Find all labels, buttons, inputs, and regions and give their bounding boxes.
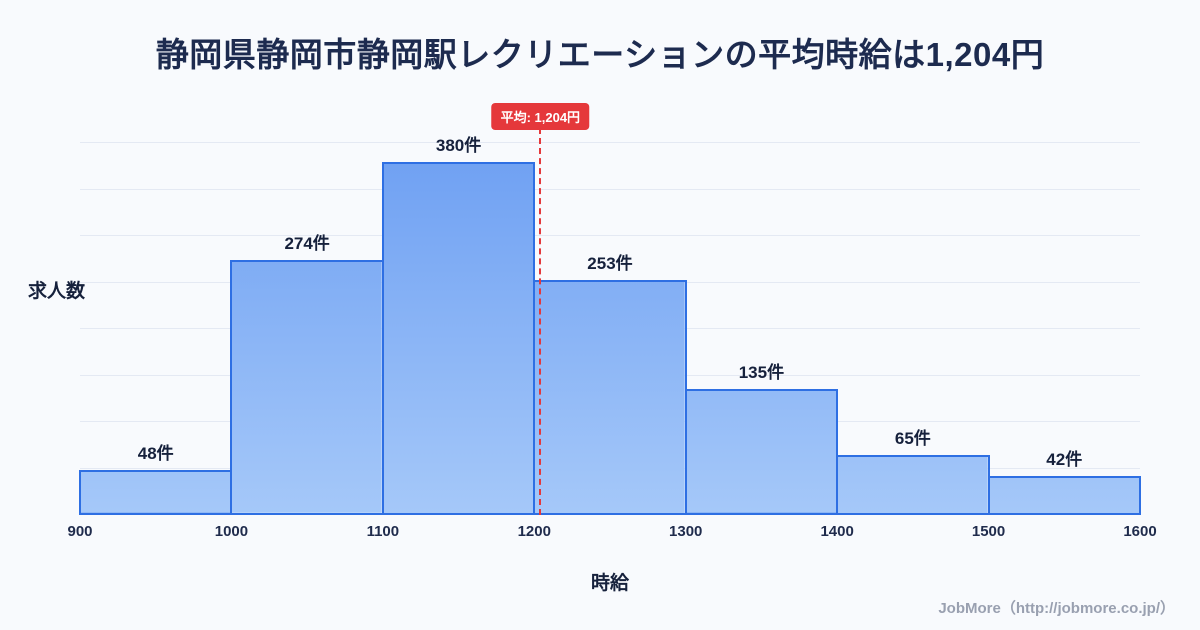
x-tick-label: 900 [67, 523, 93, 540]
bar-group: 274件 [230, 143, 384, 515]
gridline [80, 235, 1140, 236]
bar-group: 380件 [381, 136, 536, 515]
bar-value-label: 380件 [435, 135, 482, 155]
y-axis-label: 求人数 [28, 281, 86, 302]
footer-credit: JobMore（http://jobmore.co.jp/） [938, 600, 1175, 617]
bar [836, 454, 990, 515]
average-badge: 平均: 1,204円 [491, 103, 590, 130]
bar-value-label: 253件 [587, 253, 633, 273]
bars: 48件 274件 380件 253件 135件 65件 42件 [79, 136, 1141, 515]
bar [533, 279, 687, 515]
bar [230, 260, 384, 515]
bar-group: 253件 [533, 143, 687, 515]
bar [381, 161, 536, 515]
bar-value-label: 135件 [738, 363, 785, 383]
x-tick-label: 1100 [366, 523, 400, 540]
bar [684, 389, 839, 515]
x-tick-label: 1000 [214, 523, 249, 540]
x-tick-label: 1400 [820, 523, 854, 540]
bar-group: 48件 [79, 143, 233, 515]
bar-value-label: 48件 [137, 444, 174, 464]
x-tick-label: 1500 [971, 523, 1006, 540]
bar-value-label: 42件 [1046, 449, 1083, 469]
bar-group: 135件 [684, 143, 839, 515]
x-axis-ticks: 900 1000 1100 1200 1300 1400 1500 1600 [67, 523, 1156, 543]
bar-group: 42件 [987, 143, 1141, 515]
average-line [539, 128, 542, 515]
bar-value-label: 65件 [894, 428, 931, 448]
x-tick-label: 1300 [669, 523, 703, 540]
bar [987, 475, 1141, 515]
page-title: 静岡県静岡市静岡駅レクリエーションの平均時給は1,204円 [155, 36, 1045, 73]
x-tick-label: 1200 [517, 523, 551, 540]
plot-area: 48件 274件 380件 253件 135件 65件 42件 平均: 1,204円 [79, 103, 1141, 515]
gridline [80, 188, 1140, 190]
gridline [80, 142, 1140, 143]
bar [79, 470, 233, 515]
x-axis-label: 時給 [590, 573, 629, 594]
x-tick-label: 1600 [1123, 523, 1157, 540]
bar-group: 65件 [836, 143, 990, 515]
bar-value-label: 274件 [284, 234, 330, 254]
